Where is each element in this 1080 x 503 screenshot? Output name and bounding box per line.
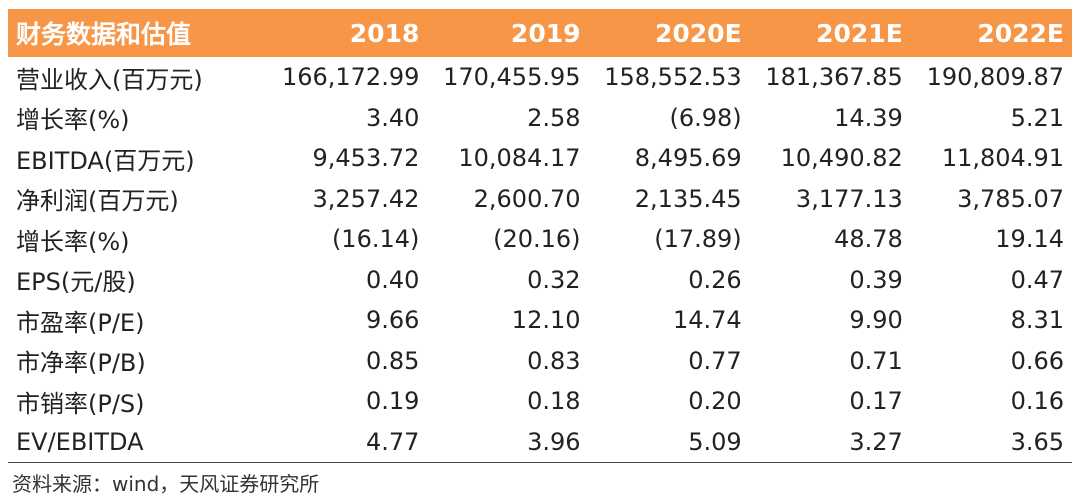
table-cell: 3,785.07: [957, 184, 1064, 213]
table-cell: 14.74: [672, 306, 742, 335]
table-row: EPS(元/股) 0.40 0.32 0.26 0.39 0.47: [8, 260, 1072, 301]
table-cell: 0.71: [849, 346, 903, 375]
header-year: 2019: [510, 18, 581, 48]
table-cell: 0.77: [688, 346, 742, 375]
row-label: 市净率(P/B): [16, 349, 146, 378]
table-body: 营业收入(百万元) 166,172.99 170,455.95 158,552.53 1…: [8, 57, 1072, 463]
table-cell: 3,257.42: [312, 184, 420, 213]
table-row: 市销率(P/S) 0.19 0.18 0.20 0.17 0.16: [8, 381, 1072, 422]
table-cell: 190,809.87: [926, 63, 1064, 92]
table-cell: 9,453.72: [312, 144, 420, 173]
table-cell: 0.40: [365, 265, 420, 294]
row-label: EV/EBITDA: [8, 421, 267, 463]
source-note: 资料来源：wind，天风证券研究所: [12, 472, 320, 496]
table-cell: 0.19: [365, 387, 420, 416]
table-cell: 48.78: [834, 225, 903, 254]
financial-table-container: 财务数据和估值 2018 2019 2020E 2021E 2022E 营业收入…: [8, 9, 1072, 463]
table-cell: 5.21: [1010, 103, 1064, 132]
table-cell: 3.96: [427, 421, 589, 463]
table-row: 增长率(%) 3.40 2.58 (6.98) 14.39 5.21: [8, 98, 1072, 139]
table-row: 市盈率(P/E) 9.66 12.10 14.74 9.90 8.31: [8, 300, 1072, 341]
table-cell: 0.39: [849, 265, 903, 294]
table-cell: 0.18: [527, 387, 581, 416]
table-cell: 0.16: [1010, 387, 1064, 416]
table-cell: 2,135.45: [634, 184, 742, 213]
table-cell: (20.16): [493, 225, 581, 254]
table-header-row: 财务数据和估值 2018 2019 2020E 2021E 2022E: [8, 9, 1072, 57]
table-cell: 3.65: [910, 421, 1072, 463]
header-year: 2018: [349, 18, 420, 48]
header-label: 财务数据和估值: [16, 20, 192, 49]
table-cell: 10,084.17: [458, 144, 581, 173]
table-cell: 181,367.85: [765, 63, 903, 92]
table-cell: 3,177.13: [795, 184, 903, 213]
row-label: 营业收入(百万元): [16, 65, 203, 94]
table-cell: (16.14): [331, 225, 420, 254]
table-cell: 3.40: [365, 103, 420, 132]
table-cell: 166,172.99: [281, 63, 420, 92]
table-cell: 9.90: [849, 306, 903, 335]
table-cell: 19.14: [995, 225, 1064, 254]
row-label: 增长率(%): [16, 227, 130, 256]
table-cell: 0.66: [1010, 346, 1064, 375]
table-cell: 8,495.69: [634, 144, 742, 173]
table-cell: 8.31: [1010, 306, 1064, 335]
table-row: 净利润(百万元) 3,257.42 2,600.70 2,135.45 3,177.13…: [8, 179, 1072, 220]
table-cell: 0.26: [688, 265, 742, 294]
table-cell: 5.09: [588, 421, 750, 463]
table-cell: 0.17: [849, 387, 903, 416]
row-label: EPS(元/股): [16, 268, 136, 297]
table-row: 营业收入(百万元) 166,172.99 170,455.95 158,552.53 1…: [8, 57, 1072, 98]
row-label: 市盈率(P/E): [16, 308, 145, 337]
table-row: EBITDA(百万元) 9,453.72 10,084.17 8,495.69 10,4…: [8, 138, 1072, 179]
table-cell: 14.39: [834, 103, 903, 132]
table-cell: 0.85: [365, 346, 420, 375]
table-cell: 0.47: [1010, 265, 1064, 294]
table-row: EV/EBITDA 4.77 3.96 5.09 3.27 3.65: [8, 421, 1072, 463]
table-cell: 2,600.70: [473, 184, 581, 213]
header-year: 2021E: [816, 18, 903, 48]
header-year: 2022E: [977, 18, 1064, 48]
row-label: 增长率(%): [16, 106, 130, 135]
table-cell: 11,804.91: [941, 144, 1064, 173]
financial-valuation-table: 财务数据和估值 2018 2019 2020E 2021E 2022E 营业收入…: [8, 9, 1072, 463]
table-cell: 4.77: [266, 421, 428, 463]
table-cell: (17.89): [654, 225, 742, 254]
header-year: 2020E: [654, 18, 742, 48]
table-cell: 12.10: [511, 306, 581, 335]
row-label: 净利润(百万元): [16, 187, 179, 216]
table-cell: 158,552.53: [604, 63, 742, 92]
table-cell: 0.20: [688, 387, 742, 416]
table-cell: 0.83: [527, 346, 581, 375]
table-cell: 170,455.95: [443, 63, 581, 92]
table-cell: (6.98): [669, 103, 742, 132]
table-cell: 3.27: [749, 421, 911, 463]
table-row: 市净率(P/B) 0.85 0.83 0.77 0.71 0.66: [8, 341, 1072, 382]
table-cell: 0.32: [527, 265, 581, 294]
table-row: 增长率(%) (16.14) (20.16) (17.89) 48.78 19.14: [8, 219, 1072, 260]
row-label: EBITDA(百万元): [16, 146, 195, 175]
table-cell: 10,490.82: [780, 144, 903, 173]
row-label: 市销率(P/S): [16, 389, 145, 418]
table-cell: 2.58: [527, 103, 581, 132]
table-cell: 9.66: [365, 306, 420, 335]
